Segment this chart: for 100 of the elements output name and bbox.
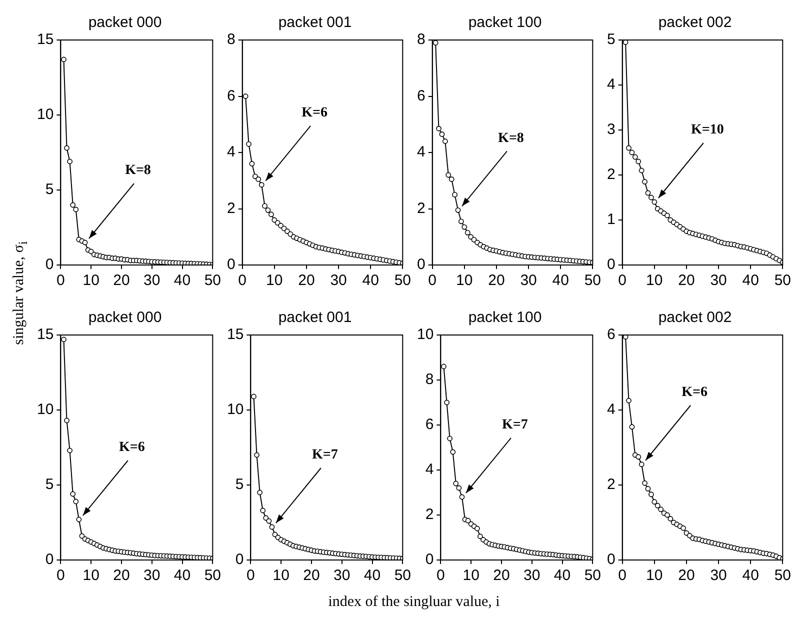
point xyxy=(652,499,658,505)
point xyxy=(73,498,79,504)
x-tick-label: 30 xyxy=(144,567,160,584)
point xyxy=(257,490,263,496)
x-tick-label: 20 xyxy=(298,272,315,290)
x-tick-label: 40 xyxy=(174,272,191,290)
y-tick-label: 10 xyxy=(226,401,244,418)
x-tick-label: 50 xyxy=(204,567,221,584)
x-tick-label: 40 xyxy=(364,567,381,584)
x-tick-label: 20 xyxy=(113,567,130,584)
point xyxy=(61,56,66,62)
point xyxy=(82,240,88,246)
y-tick-label: 10 xyxy=(36,401,54,418)
chart-title: packet 100 xyxy=(468,309,542,326)
point xyxy=(64,145,70,151)
y-tick-label: 4 xyxy=(607,401,616,418)
y-tick-label: 10 xyxy=(416,326,434,344)
chart-title: packet 002 xyxy=(658,309,732,326)
point xyxy=(284,228,290,234)
point xyxy=(686,532,692,538)
point xyxy=(73,206,79,212)
point xyxy=(474,526,480,532)
y-tick-label: 0 xyxy=(607,551,616,568)
y-tick-label: 3 xyxy=(607,121,616,138)
x-tick-label: 50 xyxy=(394,272,411,290)
x-tick-label: 0 xyxy=(618,567,627,584)
point xyxy=(636,158,642,164)
point xyxy=(256,176,262,182)
x-tick-label: 20 xyxy=(113,272,130,290)
annotation: K=8 xyxy=(498,130,524,146)
point xyxy=(441,364,446,370)
x-tick-label: 10 xyxy=(82,272,100,290)
point xyxy=(64,418,70,424)
x-tick-label: 40 xyxy=(174,567,191,584)
point xyxy=(448,176,454,182)
point xyxy=(274,220,280,226)
x-tick-label: 10 xyxy=(462,567,480,584)
point xyxy=(436,126,442,132)
point xyxy=(251,394,256,400)
y-tick-label: 2 xyxy=(417,200,426,217)
y-tick-label: 15 xyxy=(36,31,54,48)
point xyxy=(260,508,266,514)
point xyxy=(439,132,445,137)
x-tick-label: 50 xyxy=(394,567,411,584)
point xyxy=(668,516,674,522)
y-tick-label: 15 xyxy=(226,326,244,344)
point xyxy=(642,480,648,486)
x-tick-label: 0 xyxy=(618,272,627,290)
point xyxy=(642,179,648,184)
x-tick-label: 50 xyxy=(204,272,221,290)
point xyxy=(70,491,76,497)
annotation: K=10 xyxy=(690,122,724,138)
point xyxy=(478,534,483,540)
point xyxy=(636,454,642,460)
point xyxy=(468,234,474,240)
y-tick-label: 6 xyxy=(227,87,236,104)
point xyxy=(648,492,654,498)
point xyxy=(76,516,82,522)
chart-title: packet 000 xyxy=(88,309,162,326)
x-tick-label: 20 xyxy=(678,272,695,290)
x-tick-label: 0 xyxy=(436,567,445,584)
point xyxy=(658,506,664,512)
point xyxy=(629,150,635,156)
point xyxy=(680,525,686,531)
point xyxy=(464,230,470,236)
x-tick-label: 10 xyxy=(646,272,663,290)
y-tick-label: 2 xyxy=(607,166,616,184)
point xyxy=(452,192,458,198)
point xyxy=(447,436,453,442)
y-tick-label: 2 xyxy=(607,476,616,494)
y-tick-label: 4 xyxy=(227,144,236,161)
point xyxy=(269,524,275,530)
y-tick-label: 10 xyxy=(36,106,54,124)
point xyxy=(648,194,654,200)
point xyxy=(459,494,465,500)
x-tick-label: 50 xyxy=(774,567,791,584)
x-tick-label: 20 xyxy=(493,567,510,584)
y-tick-label: 8 xyxy=(425,371,434,388)
y-tick-label: 5 xyxy=(607,31,616,48)
point xyxy=(458,218,464,224)
point xyxy=(446,172,452,178)
x-tick-label: 40 xyxy=(742,567,759,584)
point xyxy=(645,486,651,492)
point xyxy=(664,212,670,218)
x-tick-label: 0 xyxy=(56,272,65,290)
point xyxy=(645,190,651,196)
x-tick-label: 10 xyxy=(82,567,100,584)
point xyxy=(265,207,271,213)
point xyxy=(442,138,448,144)
y-tick-label: 8 xyxy=(417,31,426,48)
x-tick-label: 30 xyxy=(710,567,727,584)
point xyxy=(444,400,450,406)
x-tick-label: 30 xyxy=(330,272,347,290)
point xyxy=(278,222,284,228)
y-tick-label: 8 xyxy=(227,31,236,48)
x-tick-label: 40 xyxy=(554,567,571,584)
y-tick-label: 0 xyxy=(45,551,54,568)
x-tick-label: 40 xyxy=(552,272,569,290)
x-tick-label: 0 xyxy=(56,567,65,584)
point xyxy=(67,448,73,454)
